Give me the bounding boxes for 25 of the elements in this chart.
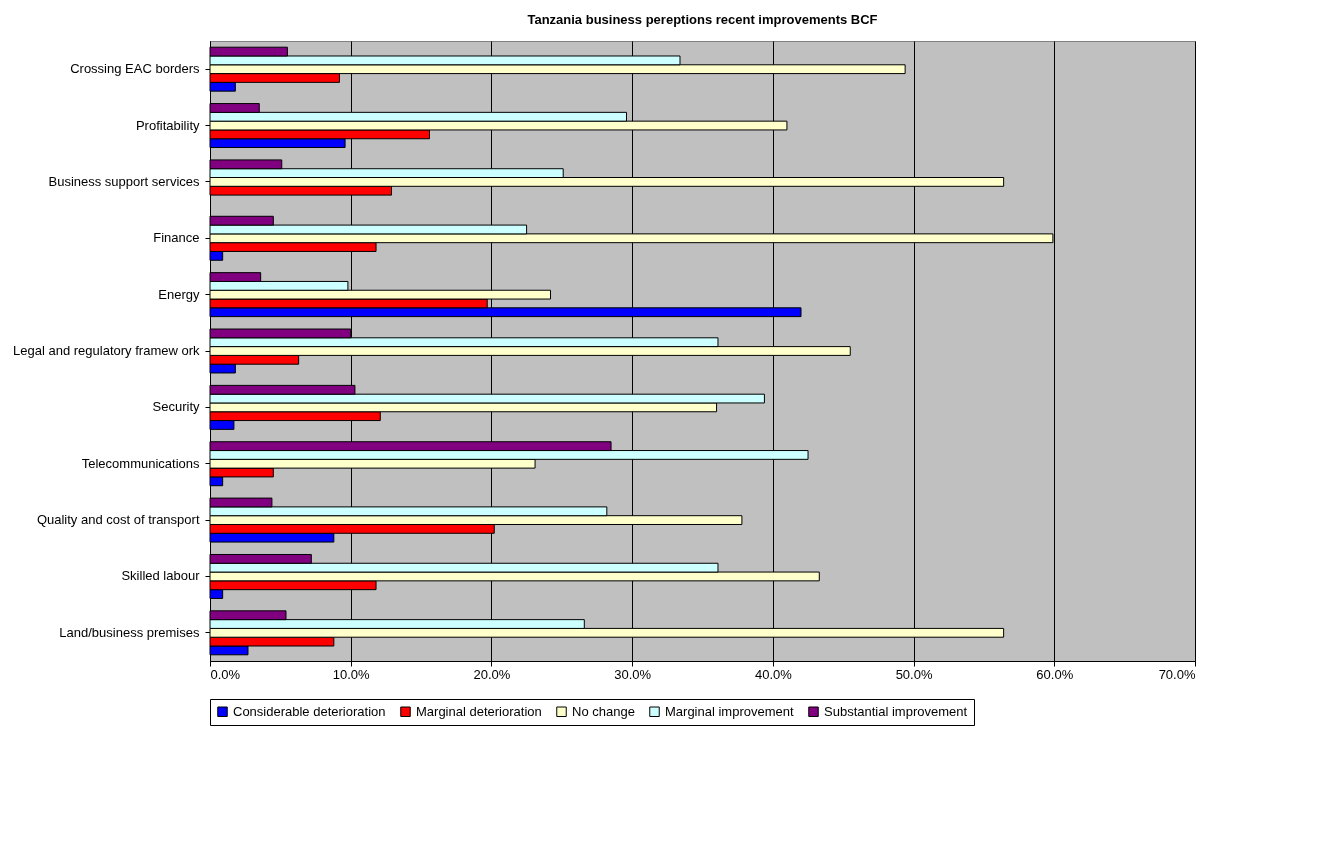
legend-label: Substantial improvement	[824, 703, 968, 719]
y-tick-label: Profitability	[135, 117, 200, 133]
chart-title: Tanzania business pereptions recent improvements BCF	[527, 12, 878, 27]
legend-label: No change	[572, 703, 635, 719]
x-tick-label: 50.0%	[895, 666, 933, 682]
x-tick-label: 30.0%	[614, 666, 652, 682]
legend-label: Considerable deterioration	[233, 703, 386, 719]
x-tick-label: 40.0%	[754, 666, 793, 682]
x-tick-label: 0.0%	[210, 666, 241, 682]
y-tick-label: Business support services	[48, 173, 200, 189]
x-tick-label: 20.0%	[473, 666, 511, 682]
x-tick-label: 70.0%	[1158, 666, 1196, 682]
y-tick-label: Energy	[158, 286, 200, 302]
y-tick-label: Legal and regulatory framew ork	[13, 343, 200, 358]
y-tick-label: Quality and cost of transport	[36, 512, 200, 528]
y-tick-label: Land/business premises	[59, 624, 200, 640]
y-tick-label: Crossing EAC borders	[70, 61, 200, 77]
legend-label: Marginal deterioration	[416, 703, 542, 719]
x-tick-label: 10.0%	[332, 666, 371, 682]
y-tick-label: Security	[152, 399, 200, 415]
legend-label: Marginal improvement	[665, 703, 794, 719]
y-tick-label: Skilled labour	[121, 568, 201, 584]
y-tick-label: Finance	[153, 230, 200, 246]
x-tick-label: 60.0%	[1036, 666, 1074, 682]
y-tick-label: Telecommunications	[81, 455, 200, 471]
